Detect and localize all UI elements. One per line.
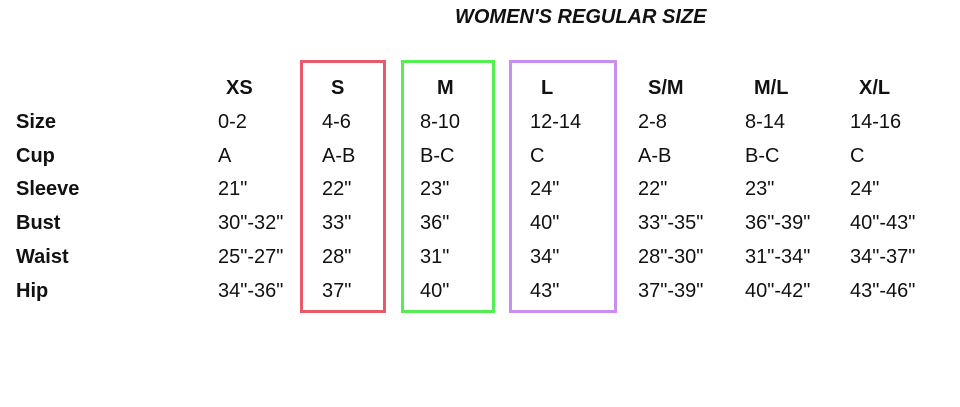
table-cell: A-B	[638, 145, 672, 167]
row-label: Sleeve	[16, 178, 80, 200]
column-header: L	[541, 77, 554, 99]
row-label: Bust	[16, 212, 61, 234]
table-cell: 0-2	[218, 111, 247, 133]
table-cell: 23"	[745, 178, 775, 200]
table-cell: B-C	[745, 145, 780, 167]
table-cell: 34"	[530, 246, 560, 268]
table-cell: A	[218, 145, 232, 167]
table-cell: 12-14	[530, 111, 582, 133]
column-header: M	[437, 77, 454, 99]
column-header: S/M	[648, 77, 684, 99]
table-cell: 40"	[530, 212, 560, 234]
row-label: Cup	[16, 145, 55, 167]
table-cell: 40"-42"	[745, 280, 811, 302]
table-cell: 34"-37"	[850, 246, 916, 268]
table-cell: 40"	[420, 280, 450, 302]
table-cell: 24"	[850, 178, 880, 200]
table-cell: C	[530, 145, 545, 167]
table-cell: 33"-35"	[638, 212, 704, 234]
table-cell: 24"	[530, 178, 560, 200]
table-cell: 31"-34"	[745, 246, 811, 268]
table-cell: 22"	[322, 178, 352, 200]
highlight-box-l	[509, 60, 617, 313]
row-label: Waist	[16, 246, 69, 268]
table-cell: 23"	[420, 178, 450, 200]
table-cell: 28"-30"	[638, 246, 704, 268]
table-cell: 43"	[530, 280, 560, 302]
table-cell: 36"	[420, 212, 450, 234]
row-label: Size	[16, 111, 57, 133]
highlight-box-s	[300, 60, 386, 313]
chart-title: WOMEN'S REGULAR SIZE	[455, 6, 707, 28]
column-header: S	[331, 77, 345, 99]
table-cell: 36"-39"	[745, 212, 811, 234]
table-cell: 40"-43"	[850, 212, 916, 234]
table-cell: 8-10	[420, 111, 461, 133]
table-cell: 25"-27"	[218, 246, 284, 268]
table-cell: 8-14	[745, 111, 786, 133]
table-cell: 43"-46"	[850, 280, 916, 302]
table-cell: B-C	[420, 145, 455, 167]
column-header: M/L	[754, 77, 789, 99]
table-cell: 37"	[322, 280, 352, 302]
column-header: X/L	[859, 77, 891, 99]
table-cell: 14-16	[850, 111, 902, 133]
table-cell: 33"	[322, 212, 352, 234]
table-cell: 21"	[218, 178, 248, 200]
table-cell: 22"	[638, 178, 668, 200]
column-header: XS	[226, 77, 253, 99]
row-label: Hip	[16, 280, 49, 302]
table-cell: A-B	[322, 145, 356, 167]
table-cell: 2-8	[638, 111, 667, 133]
table-cell: C	[850, 145, 865, 167]
table-cell: 37"-39"	[638, 280, 704, 302]
table-cell: 34"-36"	[218, 280, 284, 302]
highlight-box-m	[401, 60, 495, 313]
table-cell: 28"	[322, 246, 352, 268]
table-cell: 31"	[420, 246, 450, 268]
table-cell: 4-6	[322, 111, 351, 133]
table-cell: 30"-32"	[218, 212, 284, 234]
